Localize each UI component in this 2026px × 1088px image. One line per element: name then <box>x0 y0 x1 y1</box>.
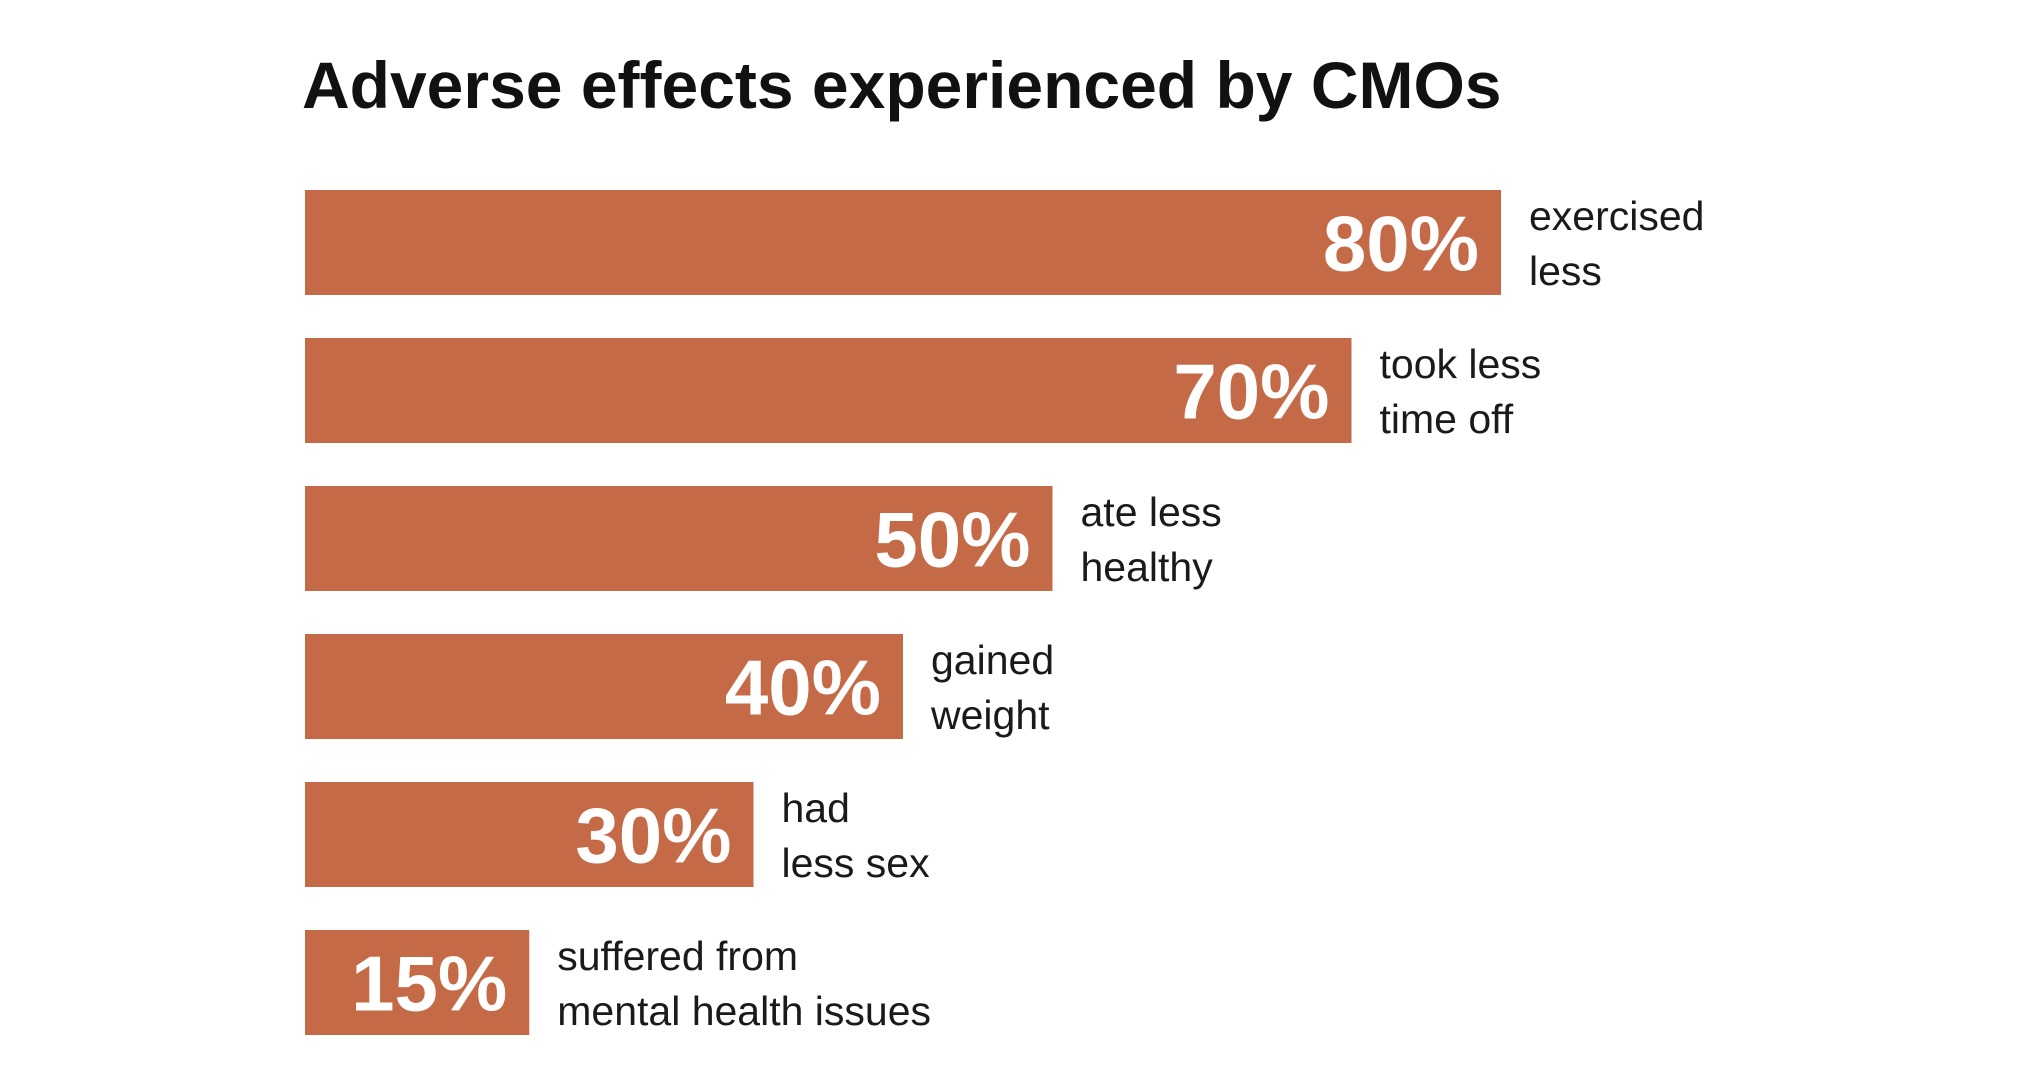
value-label: 40% <box>725 644 881 732</box>
bar <box>305 486 1053 591</box>
category-label: exercised <box>1529 193 1704 239</box>
value-label: 70% <box>1173 348 1329 436</box>
category-label: gained <box>931 637 1054 683</box>
bar <box>305 930 530 1035</box>
value-label: 15% <box>351 940 507 1028</box>
bar <box>305 190 1501 295</box>
bar <box>305 782 754 887</box>
category-label: mental health issues <box>557 988 931 1034</box>
value-label: 50% <box>874 496 1030 584</box>
category-label: weight <box>930 692 1050 738</box>
bar-group: 80% exercised less 70% took less time off 50% a… <box>305 190 1704 1035</box>
value-label: 80% <box>1323 200 1479 288</box>
category-label: less sex <box>782 840 931 886</box>
category-label: healthy <box>1081 544 1214 590</box>
category-label: took less <box>1380 341 1542 387</box>
category-label: suffered from <box>557 933 798 979</box>
bar <box>305 634 903 739</box>
category-label: time off <box>1380 396 1514 442</box>
category-label: less <box>1529 248 1602 294</box>
category-label: had <box>782 785 850 831</box>
category-label: ate less <box>1081 489 1222 535</box>
bar <box>305 338 1352 443</box>
chart-title: Adverse effects experienced by CMOs <box>302 48 1502 122</box>
value-label: 30% <box>575 792 731 880</box>
